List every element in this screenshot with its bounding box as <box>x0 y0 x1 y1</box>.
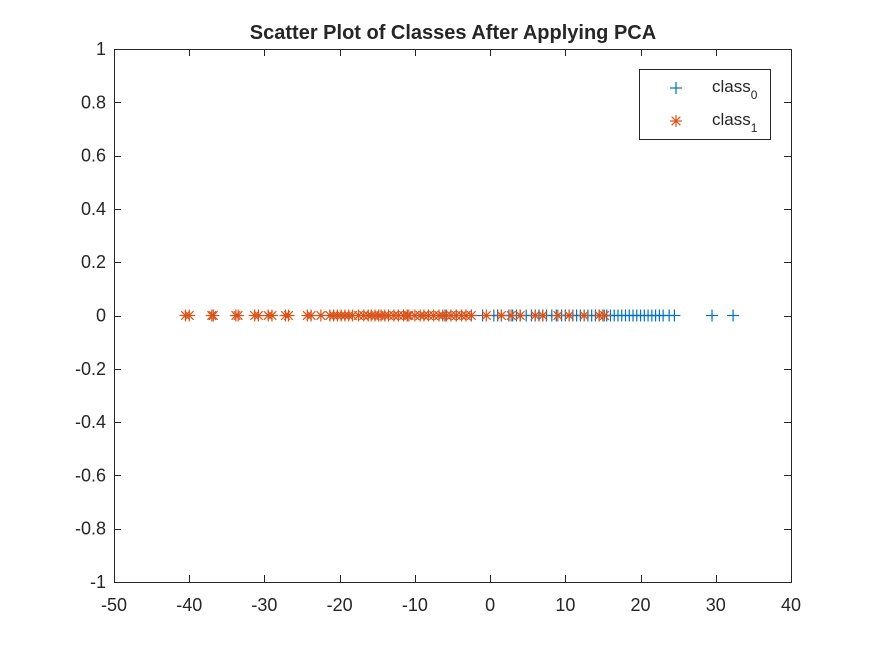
point-class-1 <box>551 309 564 322</box>
y-tick-label: 0.2 <box>81 252 106 272</box>
y-tick-label: 1 <box>96 39 106 59</box>
series-class-1 <box>179 309 611 322</box>
x-tick-label: -40 <box>176 595 202 615</box>
point-class-0 <box>668 309 681 322</box>
y-tick-label: 0 <box>96 306 106 326</box>
axis-tick-labels: -50 -40 -30 -20 -10 0 10 20 30 40-1-0.8-0.6-0.4-0… <box>75 39 801 615</box>
legend: class0 class1 <box>639 69 771 140</box>
point-class-0 <box>727 309 740 322</box>
legend-label-class-1: class1 <box>712 110 758 135</box>
x-tick-label: 30 <box>706 595 726 615</box>
point-class-1 <box>514 309 527 322</box>
point-class-0 <box>706 309 719 322</box>
point-class-1 <box>529 309 542 322</box>
x-tick-label: -10 <box>402 595 428 615</box>
chart-title: Scatter Plot of Classes After Applying P… <box>250 22 656 44</box>
x-tick-label: 20 <box>631 595 651 615</box>
point-class-1 <box>252 309 265 322</box>
y-tick-label: -0.4 <box>75 412 106 432</box>
point-class-1 <box>232 309 245 322</box>
data-points <box>179 309 740 322</box>
point-class-1 <box>183 309 196 322</box>
axes-box <box>114 49 792 583</box>
x-tick-label: 10 <box>555 595 575 615</box>
legend-item-class-0: class0 <box>670 77 758 102</box>
point-class-1 <box>265 309 278 322</box>
legend-box <box>639 69 771 140</box>
y-tick-label: 0.4 <box>81 199 106 219</box>
x-tick-label: -50 <box>101 595 127 615</box>
x-tick-label: 0 <box>485 595 495 615</box>
y-tick-label: -0.6 <box>75 465 106 485</box>
point-class-1 <box>465 309 478 322</box>
legend-item-class-1: class1 <box>670 110 758 135</box>
x-tick-label: -20 <box>327 595 353 615</box>
y-tick-label: 0.8 <box>81 92 106 112</box>
x-tick-label: -30 <box>251 595 277 615</box>
point-class-1 <box>314 309 327 322</box>
y-tick-label: -1 <box>90 572 106 592</box>
y-tick-label: 0.6 <box>81 146 106 166</box>
legend-marker-class-0 <box>670 82 682 94</box>
y-tick-label: -0.2 <box>75 359 106 379</box>
point-class-1 <box>563 309 576 322</box>
point-class-1 <box>282 309 295 322</box>
point-class-1 <box>207 309 220 322</box>
point-class-1 <box>536 309 549 322</box>
y-tick-label: -0.8 <box>75 519 106 539</box>
x-tick-label: 40 <box>781 595 801 615</box>
legend-label-class-0: class0 <box>712 77 758 102</box>
point-class-1 <box>578 309 591 322</box>
legend-marker-class-1 <box>670 115 682 127</box>
legend-items: class0 class1 <box>670 77 758 135</box>
point-class-1 <box>480 309 493 322</box>
point-class-1 <box>598 309 611 322</box>
